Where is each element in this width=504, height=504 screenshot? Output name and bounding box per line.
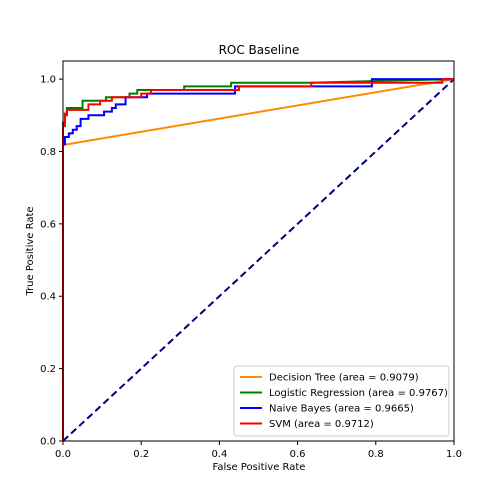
x-axis-label: False Positive Rate [213, 462, 306, 473]
x-tick-label: 0.0 [55, 449, 71, 460]
legend-entry-0: Decision Tree (area = 0.9079) [269, 373, 419, 384]
series-line-2 [62, 78, 454, 441]
y-axis-label: True Positive Rate [25, 206, 36, 296]
y-tick-label: 0.0 [40, 437, 56, 448]
legend-entry-1: Logistic Regression (area = 0.9767) [269, 388, 448, 399]
legend: Decision Tree (area = 0.9079) Logistic Re… [233, 365, 450, 437]
x-tick-label: 1.0 [446, 449, 462, 460]
x-tick-label: 0.4 [211, 449, 227, 460]
legend-box [233, 365, 450, 437]
axes-frame [62, 60, 455, 442]
axes: 0.0 0.2 0.4 0.6 0.8 1.0 0.0 0.2 0.4 0.6 0.8 1.0 [40, 60, 462, 460]
y-tick-label: 0.6 [40, 219, 56, 230]
diagonal-reference-line [62, 78, 455, 442]
x-tick-label: 0.6 [290, 449, 306, 460]
y-tick-label: 0.2 [40, 364, 56, 375]
x-tick-label: 0.8 [368, 449, 384, 460]
x-tick-label: 0.2 [133, 449, 149, 460]
y-tick-label: 1.0 [40, 75, 56, 86]
chart-title: ROC Baseline [219, 43, 300, 57]
y-tick-label: 0.8 [40, 147, 56, 158]
legend-entry-2: Naive Bayes (area = 0.9665) [269, 404, 414, 415]
legend-entry-3: SVM (area = 0.9712) [269, 419, 374, 430]
series-line-3 [62, 78, 454, 441]
y-tick-label: 0.4 [40, 292, 56, 303]
